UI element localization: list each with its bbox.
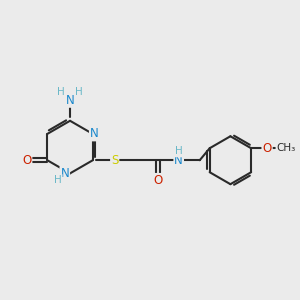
Text: N: N [60,167,69,180]
Text: O: O [262,142,272,155]
Text: H: H [75,87,83,97]
Text: H: H [57,87,65,97]
Text: CH₃: CH₃ [277,143,296,153]
Text: S: S [111,154,118,167]
Text: O: O [22,154,32,167]
Text: O: O [153,174,162,187]
Text: H: H [175,146,183,157]
Text: H: H [54,175,62,185]
Text: N: N [174,154,183,167]
Text: N: N [90,128,99,140]
Text: N: N [66,94,74,107]
